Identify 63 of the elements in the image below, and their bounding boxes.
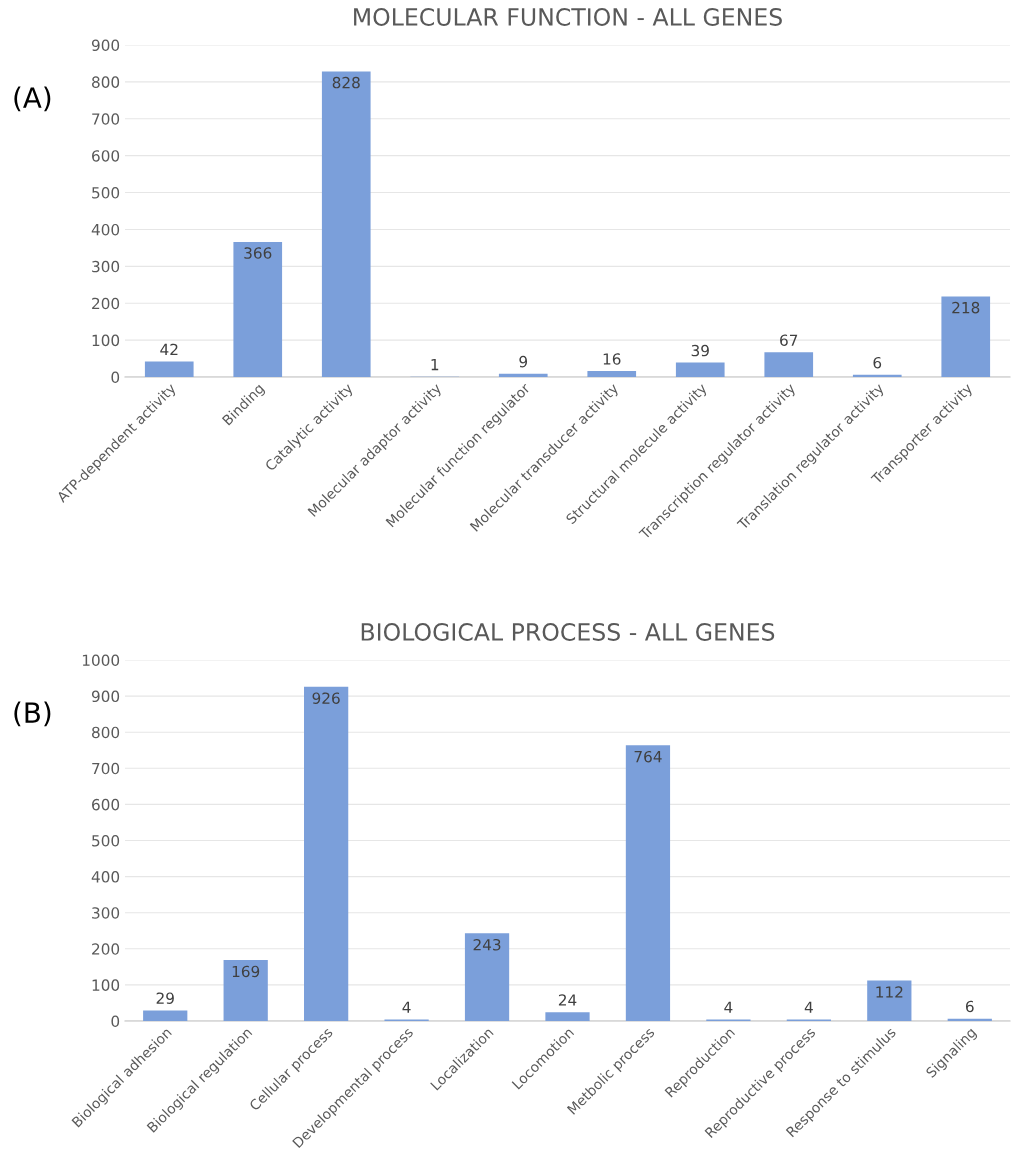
- data-label: 218: [952, 301, 980, 314]
- y-tick-label: 0: [111, 1015, 120, 1028]
- data-label: 926: [312, 692, 340, 704]
- y-tick-label: 100: [92, 979, 120, 991]
- bar: [464, 933, 510, 1021]
- data-label: 6: [965, 1000, 974, 1013]
- bar: [144, 361, 194, 377]
- y-tick-label: 200: [92, 297, 120, 310]
- y-tick-label: 700: [92, 762, 120, 775]
- y-tick-label: 600: [92, 798, 120, 811]
- y-tick-label: 300: [92, 907, 120, 919]
- y-tick-label: 600: [92, 150, 120, 162]
- bar: [498, 373, 548, 377]
- data-label: 4: [724, 1001, 733, 1013]
- bar: [304, 686, 349, 1021]
- data-label: 764: [634, 750, 662, 763]
- y-tick-label: 500: [92, 834, 120, 847]
- y-tick-label: 700: [92, 113, 120, 125]
- bar: [867, 980, 912, 1021]
- y-tick-label: 500: [92, 187, 120, 199]
- bar: [764, 352, 814, 377]
- data-label: 9: [519, 355, 528, 368]
- y-tick-label: 400: [91, 871, 120, 883]
- bar: [321, 71, 371, 377]
- data-label: 4: [402, 1001, 411, 1013]
- bar: [545, 1012, 590, 1021]
- bar: [941, 296, 991, 377]
- data-label: 169: [232, 965, 260, 978]
- y-tick-label: 800: [92, 76, 120, 88]
- data-label: 4: [804, 1001, 813, 1013]
- data-label: 6: [873, 356, 882, 369]
- y-tick-label: 400: [91, 223, 120, 236]
- chart-title: MOLECULAR FUNCTION - ALL GENES: [354, 8, 782, 26]
- bar: [143, 1010, 188, 1021]
- y-tick-label: 300: [92, 260, 120, 273]
- y-tick-label: 200: [92, 943, 120, 955]
- bar: [852, 374, 902, 377]
- data-label: 42: [160, 343, 178, 356]
- data-label: 24: [558, 994, 577, 1006]
- data-label: 29: [156, 992, 174, 1004]
- y-tick-label: 1000: [82, 654, 120, 667]
- y-tick-label: 900: [91, 39, 120, 52]
- text: (B): [14, 701, 51, 727]
- data-label: 1: [431, 359, 439, 371]
- bar: [587, 371, 637, 377]
- bar: [947, 1018, 992, 1021]
- data-label: 16: [603, 353, 621, 365]
- bar: [625, 745, 671, 1021]
- data-label: 67: [780, 334, 798, 346]
- y-tick-label: 0: [111, 371, 120, 384]
- y-tick-label: 100: [92, 334, 120, 347]
- y-tick-label: 900: [91, 690, 120, 703]
- chart-title: BIOLOGICAL PROCESS - ALL GENES: [361, 623, 775, 641]
- data-label: 828: [332, 76, 360, 89]
- data-label: 39: [691, 344, 709, 357]
- text: (A): [14, 86, 51, 112]
- data-label: 243: [473, 938, 501, 951]
- bar: [233, 241, 283, 377]
- data-label: 366: [244, 247, 272, 259]
- data-label: 112: [876, 986, 903, 998]
- y-tick-label: 800: [92, 726, 120, 739]
- bar: [675, 362, 725, 377]
- bar: [223, 959, 268, 1021]
